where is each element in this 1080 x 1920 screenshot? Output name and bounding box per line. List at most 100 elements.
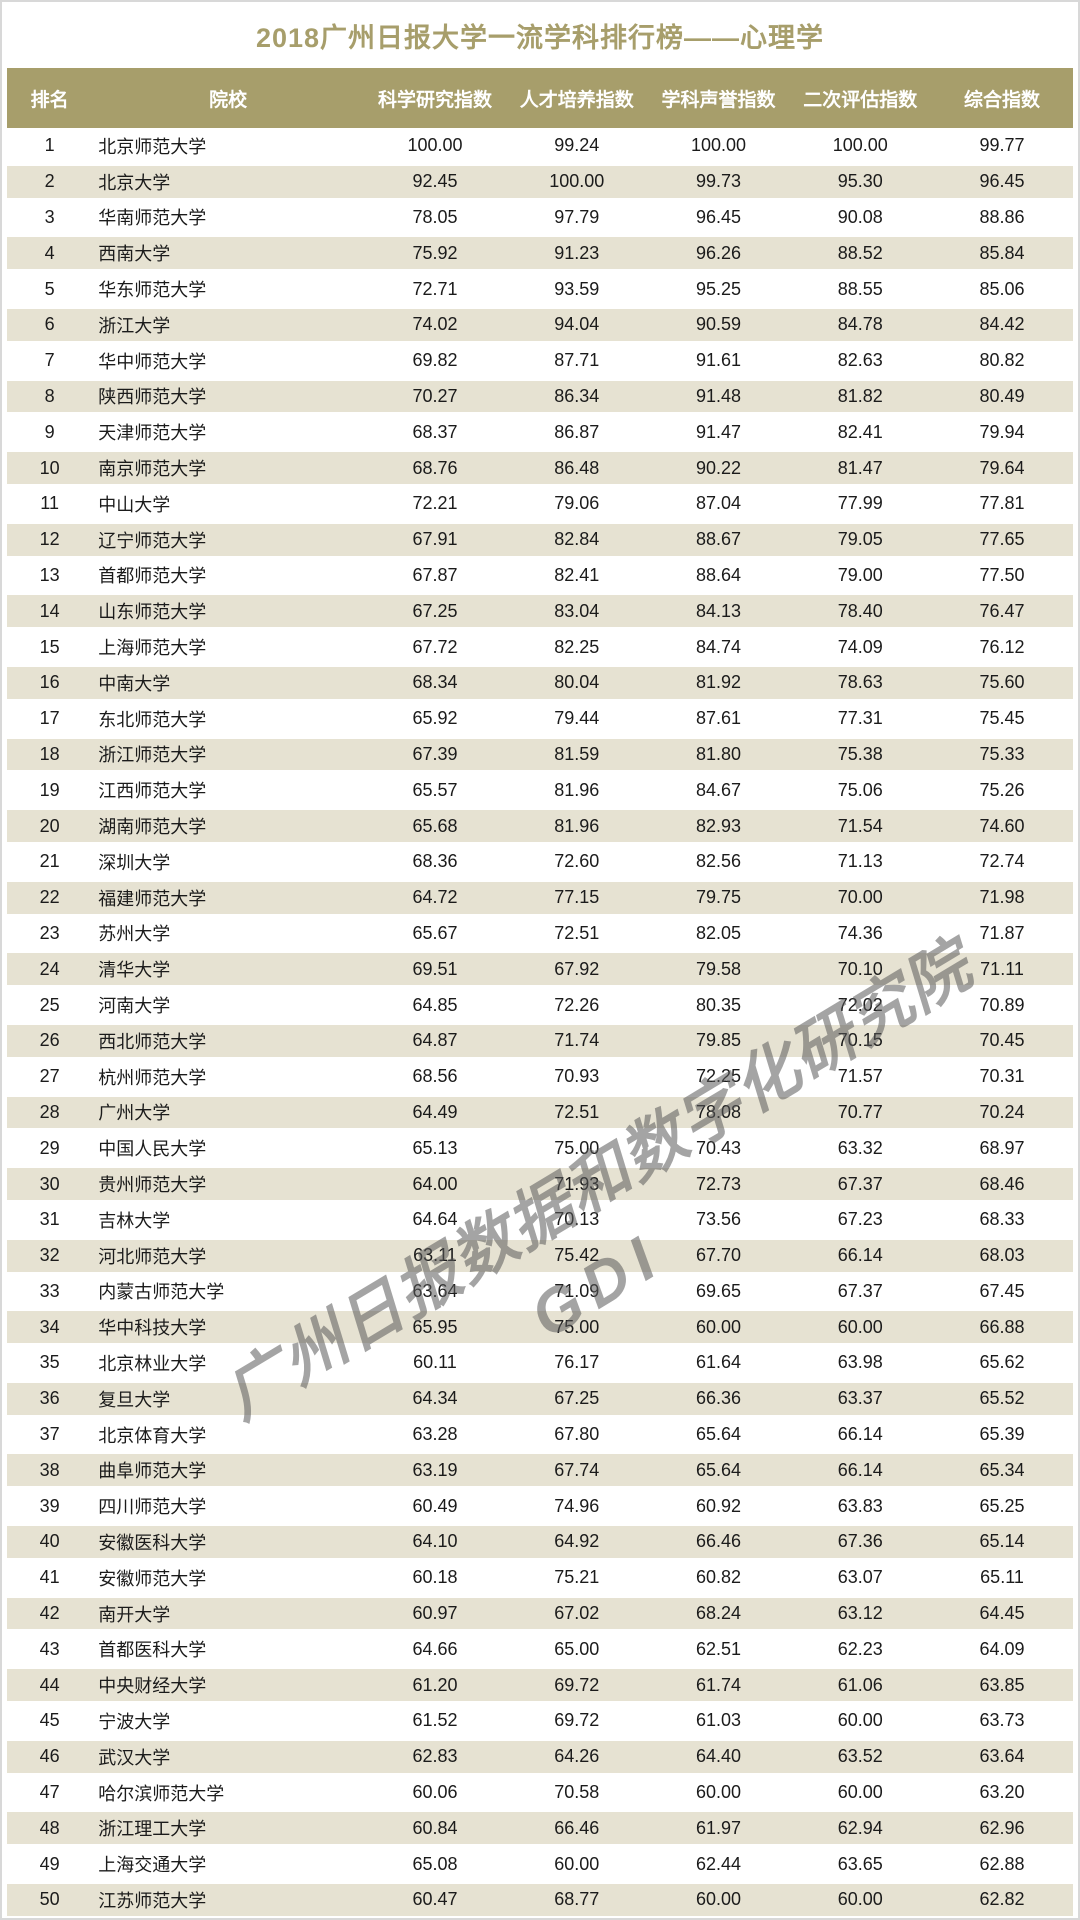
secondary-evaluation-index-cell: 70.77 [837,1101,883,1122]
table-row: 37 北京体育大学 63.28 67.80 65.64 66.14 65.39 [7,1416,1073,1453]
talent-cultivation-index-cell: 75.21 [554,1567,600,1588]
rank-cell: 28 [39,1101,60,1122]
discipline-reputation-index-cell: 81.92 [695,672,742,693]
university-name-cell: 贵州师范大学 [98,1175,207,1195]
discipline-reputation-index-cell: 81.80 [695,743,742,764]
secondary-evaluation-index-cell: 74.36 [837,922,883,943]
discipline-reputation-index-cell: 66.46 [695,1531,742,1552]
rank-cell: 44 [39,1674,60,1695]
science-research-index-cell: 67.39 [412,743,458,764]
rank-cell: 26 [39,1030,60,1051]
secondary-evaluation-index-cell: 71.13 [837,851,883,872]
talent-cultivation-index-cell: 83.04 [554,600,600,621]
talent-cultivation-index-cell: 82.41 [554,564,600,585]
secondary-evaluation-index-cell: 75.38 [837,743,883,764]
composite-index-cell: 66.88 [979,1316,1025,1337]
rank-cell: 42 [39,1603,60,1624]
talent-cultivation-index-cell: 79.06 [554,493,600,514]
table-row: 17 东北师范大学 65.92 79.44 87.61 77.31 75.45 [7,700,1073,737]
discipline-reputation-index-cell: 67.70 [695,1245,742,1266]
secondary-evaluation-index-cell: 84.78 [837,314,883,335]
composite-index-cell: 71.11 [980,958,1024,979]
talent-cultivation-index-cell: 74.96 [554,1495,600,1516]
rank-cell: 30 [39,1173,60,1194]
science-research-index-cell: 64.85 [412,994,458,1015]
science-research-index-cell: 64.66 [412,1638,458,1659]
composite-index-cell: 65.39 [979,1424,1025,1445]
secondary-evaluation-index-cell: 66.14 [837,1424,883,1445]
rank-cell: 10 [39,457,60,478]
composite-index-cell: 62.88 [979,1853,1025,1874]
column-header-0: 排名 [30,89,69,111]
rank-cell: 27 [39,1066,60,1087]
secondary-evaluation-index-cell: 88.55 [837,278,883,299]
science-research-index-cell: 60.47 [412,1889,458,1910]
secondary-evaluation-index-cell: 88.52 [837,242,883,263]
secondary-evaluation-index-cell: 60.00 [837,1782,883,1803]
science-research-index-cell: 68.34 [412,672,458,693]
science-research-index-cell: 60.97 [412,1603,458,1624]
secondary-evaluation-index-cell: 63.37 [837,1388,883,1409]
rank-cell: 39 [39,1495,60,1516]
science-research-index-cell: 68.37 [412,421,458,442]
university-name-cell: 北京大学 [98,172,171,193]
university-name-cell: 西南大学 [98,244,171,265]
university-name-cell: 安徽医科大学 [98,1532,207,1553]
science-research-index-cell: 67.87 [412,564,458,585]
table-row: 23 苏州大学 65.67 72.51 82.05 74.36 71.87 [7,915,1073,952]
secondary-evaluation-index-cell: 67.23 [837,1209,883,1230]
science-research-index-cell: 92.45 [412,171,458,192]
science-research-index-cell: 69.51 [412,958,458,979]
table-row: 25 河南大学 64.85 72.26 80.35 72.02 70.89 [7,987,1073,1023]
composite-index-cell: 75.26 [979,779,1025,800]
discipline-reputation-index-cell: 90.22 [695,457,742,478]
university-name-cell: 北京林业大学 [98,1353,207,1374]
discipline-reputation-index-cell: 60.00 [695,1889,742,1910]
talent-cultivation-index-cell: 71.93 [554,1173,600,1194]
discipline-reputation-index-cell: 60.00 [695,1782,742,1803]
science-research-index-cell: 78.05 [412,206,458,227]
composite-index-cell: 65.52 [979,1388,1025,1409]
talent-cultivation-index-cell: 67.92 [554,958,600,979]
science-research-index-cell: 65.67 [412,922,458,943]
talent-cultivation-index-cell: 76.17 [554,1352,600,1373]
secondary-evaluation-index-cell: 78.40 [837,600,883,621]
table-row: 29 中国人民大学 65.13 75.00 70.43 63.32 68.97 [7,1130,1073,1167]
table-row: 36 复旦大学 64.34 67.25 66.36 63.37 65.52 [7,1380,1073,1417]
discipline-reputation-index-cell: 62.44 [695,1853,742,1874]
rank-cell: 34 [39,1316,60,1337]
secondary-evaluation-index-cell: 82.41 [837,421,883,442]
talent-cultivation-index-cell: 86.48 [554,457,600,478]
composite-index-cell: 68.33 [979,1209,1025,1230]
university-name-cell: 浙江理工大学 [98,1819,207,1840]
university-name-cell: 天津师范大学 [98,423,207,444]
composite-index-cell: 77.81 [979,493,1025,514]
science-research-index-cell: 60.84 [412,1817,458,1838]
discipline-reputation-index-cell: 62.51 [695,1638,742,1659]
table-row: 4 西南大学 75.92 91.23 96.26 88.52 85.84 [7,235,1073,272]
talent-cultivation-index-cell: 72.51 [554,922,600,943]
science-research-index-cell: 65.68 [412,815,458,836]
secondary-evaluation-index-cell: 66.14 [837,1459,883,1480]
table-row: 31 吉林大学 64.64 70.13 73.56 67.23 68.33 [7,1201,1073,1238]
university-name-cell: 杭州师范大学 [98,1067,207,1088]
secondary-evaluation-index-cell: 67.37 [837,1280,883,1301]
table-row: 30 贵州师范大学 64.00 71.93 72.73 67.37 68.46 [7,1166,1073,1202]
talent-cultivation-index-cell: 82.25 [554,636,600,657]
table-row: 7 华中师范大学 69.82 87.71 91.61 82.63 80.82 [7,342,1073,379]
composite-index-cell: 70.89 [979,994,1025,1015]
table-row: 28 广州大学 64.49 72.51 78.08 70.77 70.24 [7,1094,1073,1131]
secondary-evaluation-index-cell: 70.00 [837,887,883,908]
science-research-index-cell: 65.92 [412,708,458,729]
table-row: 32 河北师范大学 63.11 75.42 67.70 66.14 68.03 [7,1237,1073,1274]
talent-cultivation-index-cell: 75.42 [554,1245,600,1266]
table-row: 3 华南师范大学 78.05 97.79 96.45 90.08 88.86 [7,199,1073,236]
secondary-evaluation-index-cell: 63.98 [837,1352,883,1373]
rank-cell: 22 [39,887,60,908]
science-research-index-cell: 63.64 [412,1280,458,1301]
secondary-evaluation-index-cell: 63.07 [837,1567,883,1588]
science-research-index-cell: 64.34 [412,1388,458,1409]
talent-cultivation-index-cell: 87.71 [554,350,600,371]
talent-cultivation-index-cell: 86.87 [554,421,600,442]
talent-cultivation-index-cell: 75.00 [554,1316,600,1337]
